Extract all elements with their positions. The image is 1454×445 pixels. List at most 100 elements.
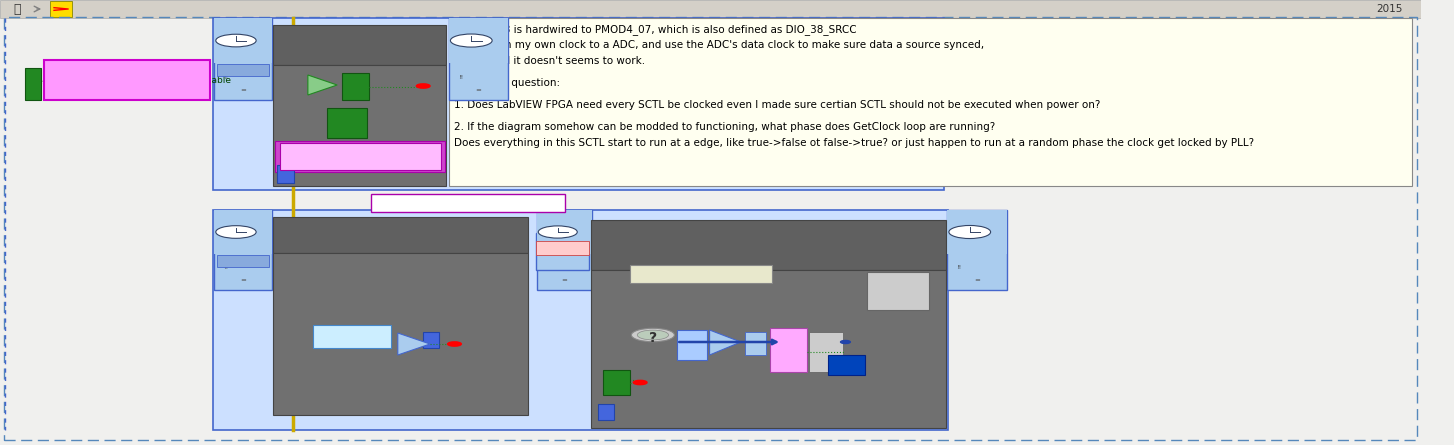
Text: I have two question:: I have two question: [454, 78, 560, 88]
Text: WaitClock: WaitClock [369, 230, 432, 240]
Text: 288MHz: 288MHz [228, 67, 257, 73]
Bar [0, 0, 1421, 18]
Text: i: i [605, 408, 608, 417]
Text: I: I [824, 360, 827, 364]
Bar [423, 332, 439, 348]
Text: sbRIO-9651 Socket\PMOD4_08_out: sbRIO-9651 Socket\PMOD4_08_out [286, 152, 433, 161]
Bar [947, 210, 1006, 290]
Bar [44, 60, 211, 100]
Text: ←: ← [342, 118, 352, 128]
Text: =: = [974, 277, 980, 283]
Circle shape [538, 226, 577, 238]
Bar [273, 217, 528, 253]
Text: !!: !! [458, 75, 464, 80]
Bar [678, 330, 707, 360]
Text: =: = [475, 87, 481, 93]
Bar [327, 108, 366, 138]
Bar [276, 165, 294, 183]
Text: U32: U32 [839, 360, 853, 369]
Text: 1: 1 [753, 339, 758, 348]
Bar [214, 18, 272, 63]
Bar [535, 233, 589, 270]
Circle shape [637, 330, 669, 340]
Text: F: F [614, 377, 619, 388]
Text: PMOD4_08 is hardwired to PMOD4_07, which is also defined as DIO_38_SRCC: PMOD4_08 is hardwired to PMOD4_07, which… [454, 24, 856, 35]
Bar [537, 210, 592, 290]
Text: True: True [883, 287, 901, 295]
Polygon shape [710, 330, 742, 355]
Text: F: F [352, 81, 359, 92]
Bar [217, 64, 269, 77]
Text: 80000000: 80000000 [329, 332, 375, 341]
Text: 1. Does LabVIEW FPGA need every SCTL be clocked even I made sure certian SCTL sh: 1. Does LabVIEW FPGA need every SCTL be … [454, 100, 1099, 110]
Text: I try to gen my own clock to a ADC, and use the ADC's data clock to make sure da: I try to gen my own clock to a ADC, and … [454, 40, 984, 50]
Text: ✱: ✱ [345, 142, 350, 149]
Text: !!: !! [222, 265, 228, 270]
Bar [214, 210, 272, 290]
Text: !!: !! [48, 62, 54, 67]
Text: ⊕: ⊕ [785, 360, 791, 366]
Bar [592, 270, 947, 428]
Circle shape [451, 34, 491, 47]
Text: T: T [31, 80, 36, 89]
Bar [537, 210, 592, 254]
Text: =: = [561, 277, 567, 283]
Text: Σ: Σ [785, 341, 792, 354]
Bar [214, 210, 272, 254]
Bar [603, 370, 631, 395]
Bar [771, 328, 807, 372]
Text: =: = [240, 87, 246, 93]
Bar [371, 194, 566, 212]
Text: ticks: ticks [574, 227, 590, 233]
Bar [313, 325, 391, 348]
Text: ?: ? [648, 331, 657, 345]
Text: GenClock
for a high speed ADC: GenClock for a high speed ADC [301, 34, 417, 56]
Bar [449, 18, 509, 63]
Circle shape [631, 328, 675, 342]
Text: !!: !! [222, 75, 228, 80]
Text: Does everything in this SCTL start to run at a edge, like true->false ot false->: Does everything in this SCTL start to ru… [454, 138, 1253, 148]
Text: Error: Error [554, 245, 570, 251]
Bar [867, 272, 929, 310]
Bar [592, 220, 947, 270]
Bar [275, 141, 445, 172]
Bar [49, 1, 73, 16]
Circle shape [215, 34, 256, 47]
Text: s: s [896, 255, 900, 264]
Text: 2. If the diagram somehow can be modded to functioning, what phase does GetClock: 2. If the diagram somehow can be modded … [454, 122, 995, 132]
Text: =: = [240, 277, 246, 283]
Text: sbRIO-9651 Socket\Clock_36_SRCC: sbRIO-9651 Socket\Clock_36_SRCC [378, 198, 526, 207]
Bar [449, 18, 1412, 186]
Text: i: i [284, 170, 286, 178]
Circle shape [416, 84, 430, 88]
Bar [744, 332, 766, 355]
Circle shape [448, 342, 461, 346]
Bar [947, 210, 1006, 254]
Text: →: → [688, 340, 696, 350]
Bar [214, 210, 948, 430]
Text: ticks: ticks [987, 227, 1005, 233]
Bar [273, 25, 446, 65]
Bar [279, 143, 441, 170]
Polygon shape [398, 333, 430, 355]
Text: 2015: 2015 [1377, 4, 1403, 14]
Text: FXP: FXP [820, 344, 832, 348]
Text: ✱: ✱ [689, 364, 695, 369]
Bar [535, 241, 589, 255]
Bar [449, 18, 509, 100]
Text: !!: !! [545, 265, 551, 270]
Text: ticks: ticks [253, 227, 269, 233]
Text: !!  !!: !! !! [589, 247, 603, 252]
Text: ✋: ✋ [13, 3, 20, 16]
Text: ADC read out SCTL: ADC read out SCTL [659, 270, 744, 279]
Bar [342, 73, 369, 100]
Text: !!: !! [201, 62, 206, 67]
Circle shape [215, 226, 256, 239]
Text: Default: Default [230, 258, 256, 264]
Text: ▼: ▼ [916, 288, 920, 294]
Text: i: i [429, 336, 432, 344]
Bar [273, 65, 446, 186]
Bar [217, 255, 269, 267]
Bar [631, 265, 772, 283]
Text: GetClock
ADC will provide a clock out based on clock in, and this clock a synced: GetClock ADC will provide a clock out ba… [577, 235, 961, 255]
